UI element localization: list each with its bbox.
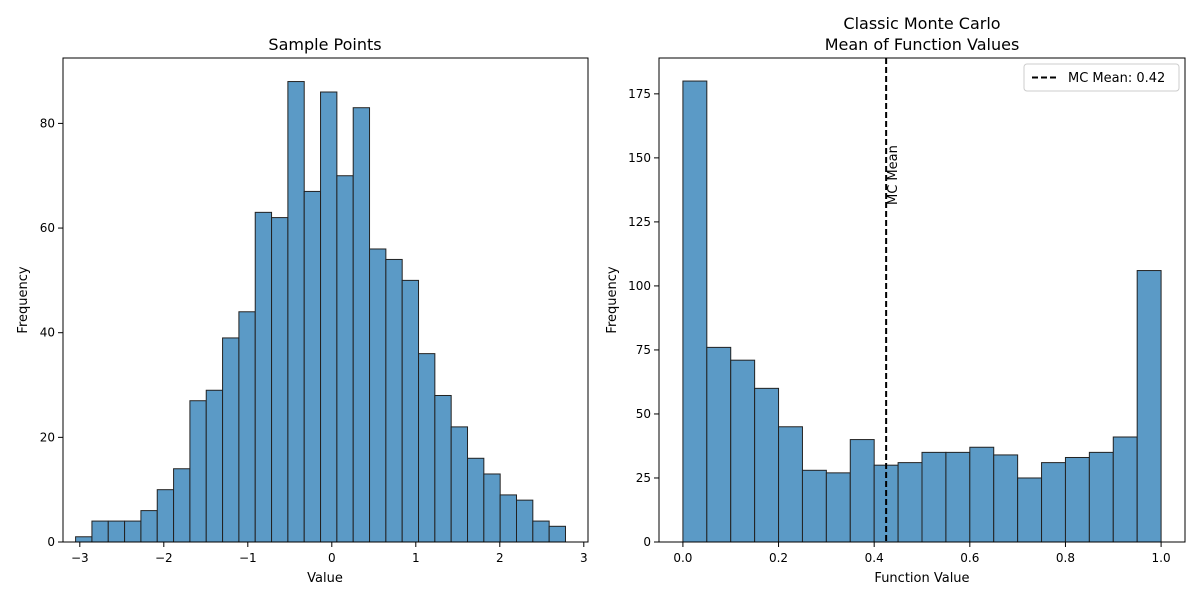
y-tick-label: 40 [40, 326, 55, 340]
y-tick-label: 100 [628, 279, 651, 293]
x-tick-label: 2 [496, 551, 504, 565]
x-tick-label: 0.2 [769, 551, 788, 565]
chart-title-line-2: Mean of Function Values [825, 35, 1020, 54]
histogram-bar [945, 451, 971, 543]
histogram-bar [156, 489, 175, 543]
x-tick-label: 3 [580, 551, 588, 565]
legend-entry: MC Mean: 0.42 [1068, 71, 1165, 86]
histogram-bar [238, 311, 256, 543]
histogram-bar [467, 457, 485, 543]
histogram-bar [849, 439, 875, 543]
axes-frame [62, 57, 589, 543]
histogram-bar [1136, 270, 1162, 543]
histogram-bar [189, 400, 207, 543]
histogram-bar [483, 473, 501, 543]
x-tick-label: −1 [239, 551, 257, 565]
histogram-bar [730, 359, 756, 543]
x-tick-label: −2 [155, 551, 173, 565]
histogram-bar [1112, 436, 1138, 543]
histogram-bar [254, 211, 273, 543]
histogram-bar [124, 520, 142, 543]
histogram-bar [75, 536, 93, 543]
histogram-bar [897, 462, 923, 543]
y-tick-label: 0 [47, 535, 55, 549]
monte-carlo-chart: Classic Monte Carlo Mean of Function Val… [605, 14, 1186, 586]
x-axis-ticks: −3 −2 −1 0 1 2 3 [71, 542, 588, 565]
chart-title-line-1: Classic Monte Carlo [843, 14, 1000, 33]
histogram-bar [532, 520, 550, 543]
y-axis-label: Frequency [605, 266, 620, 333]
y-tick-label: 150 [628, 151, 651, 165]
x-axis-ticks: 0.0 0.2 0.4 0.6 0.8 1.0 [673, 542, 1171, 565]
histogram-bar [140, 510, 158, 543]
y-axis-ticks: 0 20 40 60 80 [40, 116, 63, 549]
chart-title: Sample Points [268, 35, 381, 54]
histogram-bar [173, 468, 191, 543]
y-tick-label: 50 [636, 407, 651, 421]
y-tick-label: 75 [636, 343, 651, 357]
histogram-bar [778, 426, 803, 543]
histogram-bar [1017, 477, 1043, 543]
x-tick-label: 1.0 [1152, 551, 1171, 565]
histogram-bar [754, 387, 780, 543]
axes-frame [658, 57, 1186, 543]
x-tick-label: 0.6 [960, 551, 979, 565]
histogram-bar [1088, 451, 1114, 543]
y-tick-label: 175 [628, 87, 651, 101]
y-tick-label: 20 [40, 430, 55, 444]
histogram-bar [548, 525, 566, 543]
sample-points-chart: Sample Points −3 −2 −1 0 1 2 3 0 20 40 60 80 Value… [16, 35, 589, 586]
y-tick-label: 80 [40, 116, 55, 130]
histogram-bar [205, 389, 224, 543]
histogram-bar [320, 91, 338, 543]
histogram-bar [499, 494, 517, 543]
histogram-bar [418, 353, 436, 543]
y-tick-label: 25 [636, 471, 651, 485]
histogram-bar [1064, 456, 1090, 543]
legend: MC Mean: 0.42 [1023, 63, 1180, 92]
histogram-bar [969, 446, 995, 543]
histogram-bar [515, 499, 534, 543]
histogram-bar [706, 346, 732, 543]
x-tick-label: 0.4 [865, 551, 884, 565]
y-axis-label: Frequency [16, 266, 31, 333]
histogram-bar [385, 258, 403, 543]
x-axis-label: Function Value [874, 571, 969, 586]
x-tick-label: 1 [412, 551, 420, 565]
histogram-bar [369, 248, 387, 543]
histogram-bar [222, 337, 240, 543]
histogram-bar [825, 472, 851, 543]
histogram-bar [303, 190, 322, 543]
histogram-bar [1041, 462, 1066, 543]
x-tick-label: 0 [328, 551, 336, 565]
histogram-bar [91, 520, 109, 543]
histogram-bar [336, 175, 354, 543]
y-tick-label: 0 [643, 535, 651, 549]
histogram-bar [271, 217, 289, 543]
histogram-bar [450, 426, 469, 543]
y-tick-label: 125 [628, 215, 651, 229]
legend-box [1023, 63, 1180, 92]
histogram-bars [682, 80, 1162, 543]
histogram-bars [75, 81, 566, 543]
histogram-bar [287, 81, 305, 543]
histogram-bar [921, 451, 947, 543]
y-axis-ticks: 0 25 50 75 100 125 150 175 [628, 87, 659, 549]
histogram-bar [434, 394, 452, 543]
y-tick-label: 60 [40, 221, 55, 235]
x-tick-label: 0.0 [673, 551, 692, 565]
histogram-bar [801, 469, 827, 543]
histogram-bar [352, 107, 371, 543]
x-tick-label: 0.8 [1056, 551, 1075, 565]
x-axis-label: Value [307, 571, 343, 586]
histogram-bar [682, 80, 708, 543]
histogram-bar [401, 279, 420, 543]
histogram-bar [107, 520, 126, 543]
x-tick-label: −3 [71, 551, 89, 565]
histogram-bar [993, 454, 1019, 543]
mean-annotation: MC Mean [886, 145, 901, 205]
